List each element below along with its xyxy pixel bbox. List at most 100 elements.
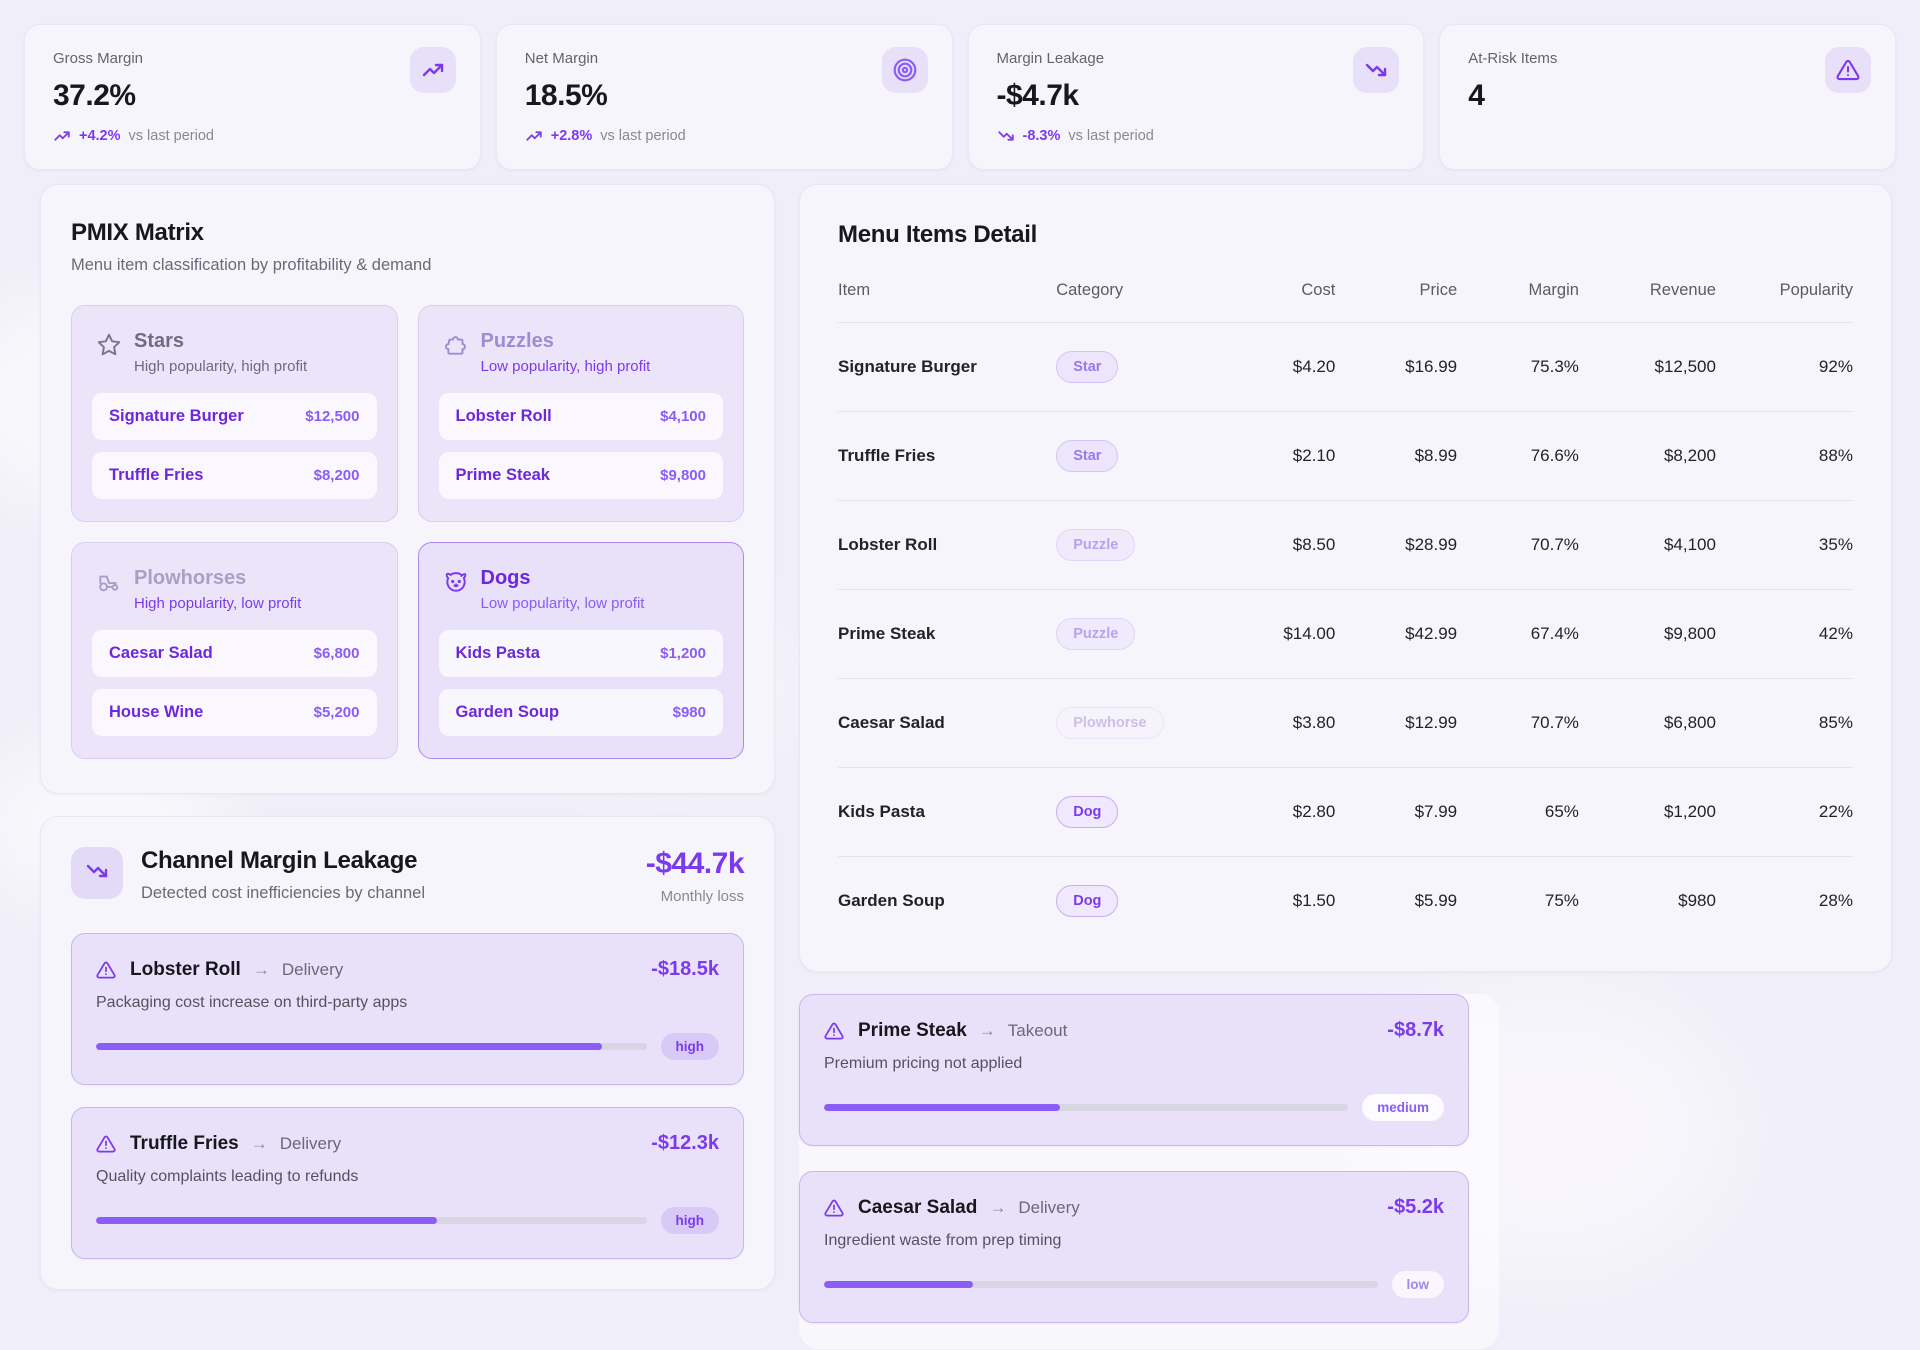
kpi-delta: -8.3% vs last period [997,127,1396,145]
severity-badge: high [660,1207,719,1234]
leakage-item-amount: -$12.3k [651,1132,719,1154]
menu-item-name: Prime Steak [455,466,550,484]
cell-item: Lobster Roll [838,535,938,554]
quadrant-items: Kids Pasta $1,200 Garden Soup $980 [438,630,723,736]
leakage-item[interactable]: Caesar Salad → Delivery -$5.2k Ingredien… [799,1171,1469,1323]
column-header-category: Category [1056,281,1124,299]
cell-margin: 67.4% [1530,624,1579,643]
leakage-item[interactable]: Truffle Fries → Delivery -$12.3k Quality… [71,1107,744,1259]
cell-popularity: 28% [1818,891,1853,910]
leakage-item-channel: Delivery [279,1133,342,1153]
cell-popularity: 22% [1818,802,1853,821]
quadrant-dogs[interactable]: Dogs Low popularity, low profit Kids Pas… [417,542,744,759]
cell-revenue: $12,500 [1654,357,1716,376]
leakage-iconbox [71,847,123,899]
kpi-card-at-risk-items: At-Risk Items 4 [1439,24,1896,170]
table-row[interactable]: Kids Pasta Dog $2.80 $7.99 65% $1,200 22… [838,768,1853,857]
cell-item: Caesar Salad [838,713,945,732]
leakage-item-channel: Delivery [281,959,344,979]
quadrant-plowhorses[interactable]: Plowhorses High popularity, low profit C… [71,542,398,759]
quadrant-puzzles[interactable]: Puzzles Low popularity, high profit Lobs… [417,305,744,522]
cell-price: $5.99 [1414,891,1458,910]
kpi-iconbox [1353,47,1400,93]
arrow-right-icon: → [989,1197,1007,1217]
arrow-right-icon: → [252,959,270,979]
trending-down-icon [85,859,109,888]
table-row[interactable]: Lobster Roll Puzzle $8.50 $28.99 70.7% $… [838,501,1853,590]
left-column: PMIX Matrix Menu item classification by … [40,184,775,1290]
cell-price: $8.99 [1414,446,1458,465]
leakage-item-name: Lobster Roll [130,958,241,980]
quadrant-items: Caesar Salad $6,800 House Wine $5,200 [92,630,377,736]
category-badge: Star [1056,351,1119,383]
menu-item-pill: Signature Burger $12,500 [92,393,377,440]
right-column: Menu Items Detail Item Category Cost Pri… [799,184,1892,1349]
cell-popularity: 42% [1818,624,1853,643]
cell-margin: 70.7% [1530,713,1579,732]
leakage-title: Channel Margin Leakage [141,847,418,874]
menu-item-name: Kids Pasta [455,644,540,662]
menu-item-revenue: $12,500 [305,408,360,425]
leakage-item-amount: -$18.5k [651,958,719,980]
pmix-title: PMIX Matrix [71,219,204,246]
menu-items-table: Item Category Cost Price Margin Revenue … [838,281,1853,945]
leakage-panel-right: Prime Steak → Takeout -$8.7k Premium pri… [799,994,1499,1349]
pmix-quadrant-grid: Stars High popularity, high profit Signa… [71,305,744,759]
leakage-total-note: Monthly loss [660,888,744,905]
kpi-iconbox [409,47,456,93]
menu-item-pill: Kids Pasta $1,200 [438,630,723,677]
trending-down-icon [1364,58,1388,82]
leakage-item-name: Caesar Salad [858,1196,978,1218]
kpi-delta-value: -8.3% [1022,128,1061,144]
kpi-delta-value: +4.2% [79,128,121,144]
cell-cost: $4.20 [1292,357,1336,376]
table-row[interactable]: Garden Soup Dog $1.50 $5.99 75% $980 28% [838,857,1853,945]
kpi-value: 4 [1468,79,1485,112]
cell-revenue: $6,800 [1663,713,1716,732]
cell-item: Signature Burger [838,357,977,376]
table-title: Menu Items Detail [838,221,1037,248]
alert-triangle-icon [824,1198,844,1218]
menu-item-name: Caesar Salad [109,644,213,662]
table-row[interactable]: Prime Steak Puzzle $14.00 $42.99 67.4% $… [838,590,1853,679]
cell-margin: 75% [1544,891,1579,910]
leakage-item-name: Prime Steak [858,1019,967,1041]
leakage-item-name: Truffle Fries [130,1132,239,1154]
kpi-iconbox [881,47,928,93]
severity-bar-fill [96,1217,438,1224]
table-row[interactable]: Truffle Fries Star $2.10 $8.99 76.6% $8,… [838,412,1853,501]
table-row[interactable]: Caesar Salad Plowhorse $3.80 $12.99 70.7… [838,679,1853,768]
kpi-delta: +4.2% vs last period [53,127,452,145]
menu-item-pill: Garden Soup $980 [438,689,723,736]
category-badge: Plowhorse [1056,707,1164,739]
leakage-item[interactable]: Prime Steak → Takeout -$8.7k Premium pri… [799,994,1469,1146]
category-badge: Puzzle [1056,618,1136,650]
menu-item-revenue: $8,200 [313,467,360,484]
cell-popularity: 85% [1818,713,1853,732]
tractor-icon [96,569,122,600]
quadrant-stars[interactable]: Stars High popularity, high profit Signa… [71,305,398,522]
cell-price: $7.99 [1414,802,1458,821]
cell-item: Garden Soup [838,891,945,910]
cell-revenue: $8,200 [1663,446,1716,465]
table-row[interactable]: Signature Burger Star $4.20 $16.99 75.3%… [838,323,1853,412]
leakage-item-desc: Packaging cost increase on third-party a… [96,994,408,1011]
target-icon [892,57,918,83]
column-header-item: Item [838,281,871,299]
trending-up-icon [53,127,71,145]
menu-item-pill: Lobster Roll $4,100 [438,393,723,440]
cell-cost: $2.10 [1292,446,1336,465]
menu-item-pill: Prime Steak $9,800 [438,452,723,499]
quadrant-header: Stars High popularity, high profit [92,330,377,375]
trending-down-icon [997,127,1015,145]
leakage-item[interactable]: Lobster Roll → Delivery -$18.5k Packagin… [71,933,744,1085]
cell-cost: $3.80 [1292,713,1336,732]
cell-revenue: $4,100 [1663,535,1716,554]
quadrant-name: Stars [134,330,185,352]
leakage-item-desc: Premium pricing not applied [824,1055,1023,1072]
quadrant-header: Dogs Low popularity, low profit [439,567,724,612]
column-header-margin: Margin [1528,281,1579,299]
table-body: Signature Burger Star $4.20 $16.99 75.3%… [838,323,1853,945]
kpi-delta: +2.8% vs last period [525,127,924,145]
severity-bar [96,1217,647,1224]
